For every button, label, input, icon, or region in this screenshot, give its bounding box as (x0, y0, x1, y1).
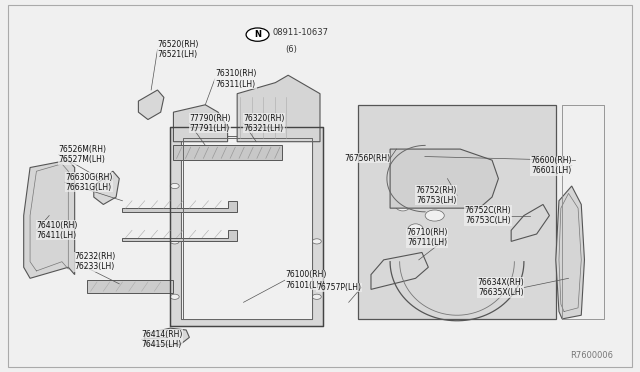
Text: 76752(RH)
76753(LH): 76752(RH) 76753(LH) (415, 186, 457, 205)
Ellipse shape (395, 198, 411, 211)
Polygon shape (173, 105, 228, 142)
Circle shape (312, 294, 321, 299)
Text: 77790(RH)
77791(LH): 77790(RH) 77791(LH) (189, 113, 231, 133)
Text: 76526M(RH)
76527M(LH): 76526M(RH) 76527M(LH) (59, 145, 107, 164)
Polygon shape (122, 230, 237, 241)
Text: 76310(RH)
76311(LH): 76310(RH) 76311(LH) (215, 69, 256, 89)
Polygon shape (88, 280, 173, 293)
Text: 76752C(RH)
76753C(LH): 76752C(RH) 76753C(LH) (465, 206, 511, 225)
Text: N: N (254, 30, 261, 39)
Text: 76414(RH)
76415(LH): 76414(RH) 76415(LH) (141, 330, 183, 349)
Polygon shape (138, 90, 164, 119)
Text: (6): (6) (285, 45, 297, 54)
Polygon shape (390, 149, 499, 208)
Text: R7600006: R7600006 (570, 350, 613, 359)
Circle shape (312, 239, 321, 244)
Ellipse shape (440, 190, 456, 203)
Polygon shape (181, 136, 312, 319)
Text: 76634X(RH)
76635X(LH): 76634X(RH) 76635X(LH) (477, 278, 524, 297)
Text: 76756P(RH): 76756P(RH) (344, 154, 390, 163)
Text: 76710(RH)
76711(LH): 76710(RH) 76711(LH) (406, 228, 447, 247)
Polygon shape (173, 145, 282, 160)
Text: 76630G(RH)
76631G(LH): 76630G(RH) 76631G(LH) (65, 173, 113, 192)
Text: 76600(RH)
76601(LH): 76600(RH) 76601(LH) (530, 156, 572, 175)
Circle shape (246, 28, 269, 41)
Circle shape (170, 183, 179, 189)
Polygon shape (94, 171, 119, 205)
Text: 76232(RH)
76233(LH): 76232(RH) 76233(LH) (75, 252, 116, 272)
Text: 76320(RH)
76321(LH): 76320(RH) 76321(LH) (244, 113, 285, 133)
Text: 76757P(LH): 76757P(LH) (316, 283, 362, 292)
Circle shape (425, 210, 444, 221)
Polygon shape (511, 205, 549, 241)
Polygon shape (122, 201, 237, 212)
Polygon shape (371, 253, 428, 289)
Circle shape (170, 239, 179, 244)
Text: 76520(RH)
76521(LH): 76520(RH) 76521(LH) (157, 40, 199, 59)
Polygon shape (145, 328, 189, 345)
Text: 76100(RH)
76101(LH): 76100(RH) 76101(LH) (285, 270, 326, 290)
Polygon shape (170, 127, 323, 326)
Polygon shape (556, 186, 584, 319)
Circle shape (170, 294, 179, 299)
Text: 76410(RH)
76411(LH): 76410(RH) 76411(LH) (36, 221, 78, 240)
Polygon shape (358, 105, 556, 319)
Polygon shape (24, 160, 75, 278)
Ellipse shape (408, 224, 424, 237)
Text: 08911-10637: 08911-10637 (272, 28, 328, 37)
Polygon shape (237, 75, 320, 142)
